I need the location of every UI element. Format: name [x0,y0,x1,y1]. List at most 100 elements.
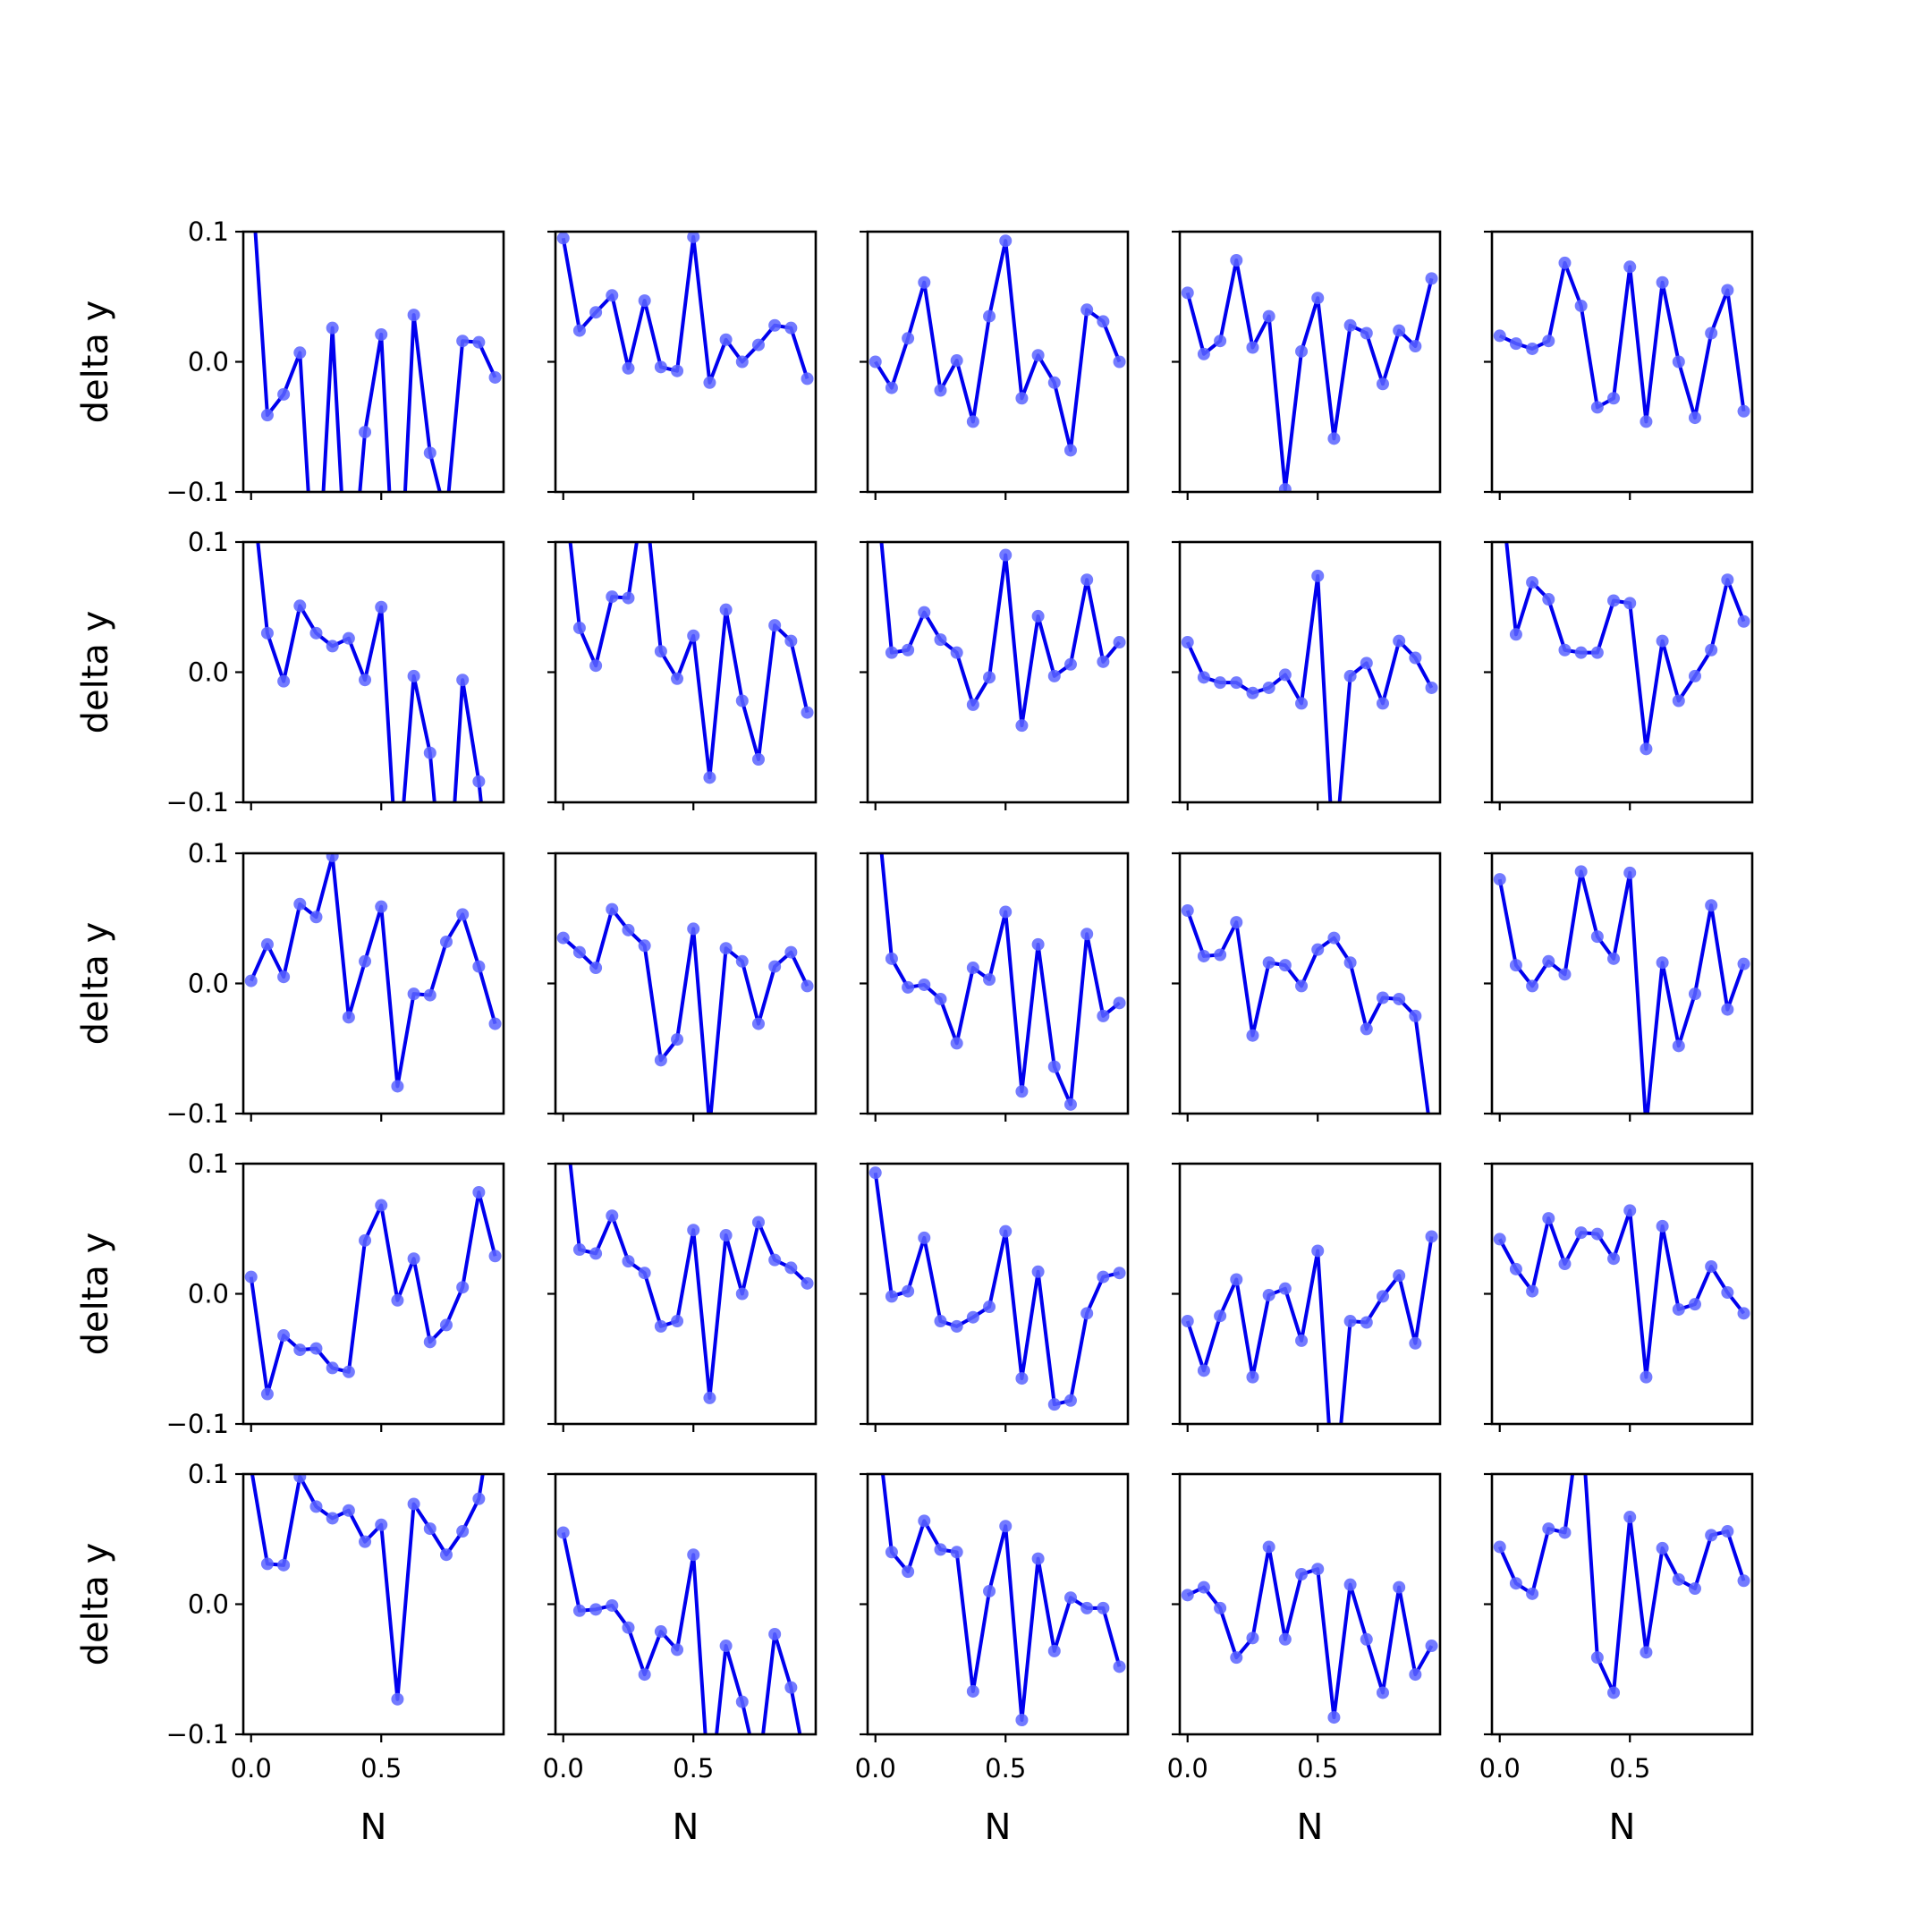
series-line [562,907,809,1114]
data-point [687,1224,700,1237]
data-point [1246,1370,1259,1384]
data-point [1526,979,1539,993]
data-point [1590,1651,1604,1665]
data-point [1295,697,1309,710]
data-point [1047,376,1061,389]
data-point [1393,1269,1406,1283]
data-point [885,646,898,659]
data-point [1409,340,1422,353]
data-point [572,622,586,635]
data-point [472,775,486,788]
data-point [768,619,782,632]
plot-area [879,853,1126,1111]
y-tick-label: 0.1 [188,1148,229,1179]
data-point [1426,1133,1438,1146]
data-point [1705,1529,1718,1542]
data-point [950,646,963,659]
data-point [999,1520,1013,1533]
data-point [1575,1402,1588,1415]
data-point [326,1361,339,1375]
subplot-r3-c4 [1172,852,1442,1146]
data-point [359,954,372,968]
data-point [1343,1578,1357,1591]
data-point [784,1261,798,1275]
data-point [735,954,749,968]
data-point [1097,655,1110,668]
data-point [1113,1267,1126,1280]
plot-area [556,232,814,389]
plot-area [1493,865,1750,1114]
data-point [1737,957,1750,970]
data-point [1047,669,1061,682]
data-point [703,771,716,784]
data-point [572,1604,586,1617]
data-point [654,1625,667,1639]
data-point [456,335,470,348]
series-line [249,1191,497,1396]
data-point [1607,594,1621,607]
data-point [638,1267,651,1280]
y-axis-label: delta y [75,1543,116,1666]
series-line [568,542,809,780]
subplot-r5-c2: 0.0 0.5 N [543,1472,818,1848]
data-point [1493,329,1506,343]
axes-frame [242,852,505,1115]
data-point [456,1525,470,1538]
data-point [309,911,323,924]
data-point [1181,286,1194,300]
data-point [293,1343,307,1357]
data-point [1656,956,1669,970]
data-point [472,335,486,349]
series-line [1185,910,1430,1114]
data-point [1542,1212,1555,1225]
subplot-r3-c5 [1484,852,1754,1122]
data-point [277,387,291,401]
data-point [293,346,307,360]
data-point [342,1365,355,1378]
y-tick-label: 0.0 [188,969,229,999]
data-point [456,1281,470,1294]
data-point [1063,444,1077,457]
data-point [589,1247,603,1260]
data-point [1526,342,1539,355]
data-point [918,1231,931,1244]
data-point [244,1270,258,1284]
data-point [1558,643,1572,657]
data-point [1262,681,1275,694]
data-point [1409,651,1422,665]
data-point [342,1504,355,1517]
data-point [1015,1085,1029,1098]
data-point [456,674,470,687]
data-point [950,354,963,368]
y-tick-label: −0.1 [166,1409,229,1439]
data-point [966,1684,979,1698]
data-point [1031,1265,1045,1278]
data-point [439,935,453,948]
x-axis-label: N [360,1807,387,1848]
axes-frame [1178,540,1442,804]
x-tick-label: 0.0 [543,1753,584,1784]
plot-area [1493,1204,1750,1384]
plot-area [1181,1540,1438,1724]
data-point [343,616,355,629]
data-point [423,746,436,759]
data-point [1542,335,1555,348]
data-point [719,1640,733,1653]
data-point [1246,686,1259,699]
data-point [902,980,915,994]
data-point [472,1492,486,1505]
data-point [1688,411,1701,425]
data-point [1047,1398,1061,1411]
data-point [1080,573,1094,587]
data-point [260,626,274,640]
data-point [703,1391,716,1404]
subplot-r1-c2 [547,230,818,500]
data-point [1558,1526,1572,1539]
data-point [983,1584,996,1597]
data-point [245,470,258,483]
data-point [488,1017,502,1030]
data-point [375,1199,388,1212]
data-point [1672,1302,1685,1316]
subplot-r2-c1: −0.1 0.0 0.1 delta y [75,470,505,818]
data-point [1246,1029,1259,1042]
